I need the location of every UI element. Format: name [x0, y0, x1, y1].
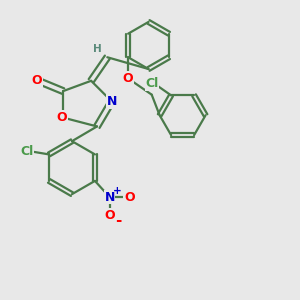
- Text: +: +: [112, 186, 122, 196]
- Text: Cl: Cl: [146, 77, 159, 90]
- Text: O: O: [56, 111, 67, 124]
- Text: O: O: [124, 190, 135, 204]
- Text: -: -: [115, 213, 121, 228]
- Text: O: O: [104, 209, 115, 222]
- Text: Cl: Cl: [20, 145, 34, 158]
- Text: N: N: [106, 95, 117, 108]
- Text: O: O: [31, 74, 42, 87]
- Text: N: N: [104, 190, 115, 204]
- Text: H: H: [93, 44, 101, 54]
- Text: O: O: [123, 72, 134, 85]
